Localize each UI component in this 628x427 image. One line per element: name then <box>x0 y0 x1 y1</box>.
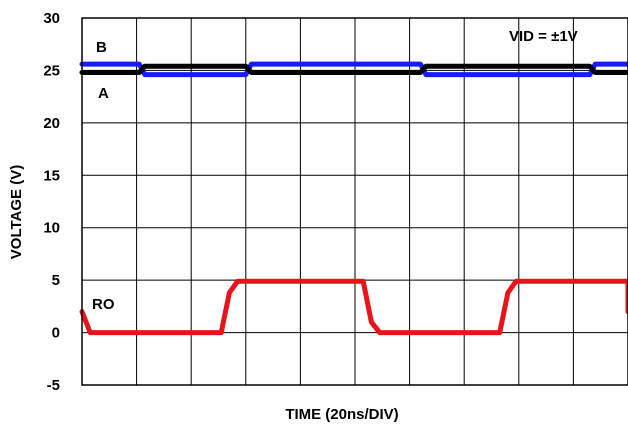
label-b: B <box>96 39 107 56</box>
series-lines <box>79 61 628 336</box>
y-axis-title: VOLTAGE (V) <box>8 165 25 259</box>
series-ro-line <box>79 278 628 336</box>
y-tick-label: 25 <box>43 62 60 79</box>
label-a: A <box>98 85 109 102</box>
series-a-line <box>79 63 628 75</box>
label-ro: RO <box>92 296 115 313</box>
y-tick-labels: 30 25 20 15 10 5 0 -5 <box>43 10 60 394</box>
plot-frame <box>81 17 628 386</box>
x-axis-title: TIME (20ns/DIV) <box>285 406 398 423</box>
y-tick-label: 0 <box>52 325 60 342</box>
y-tick-label: 30 <box>43 10 60 27</box>
y-tick-label: 20 <box>43 115 60 132</box>
y-tick-label: -5 <box>47 377 60 394</box>
y-tick-label: 15 <box>43 167 60 184</box>
y-tick-label: 10 <box>43 220 60 237</box>
condition-annotation: VID = ±1V <box>509 28 578 45</box>
y-tick-label: 5 <box>52 272 60 289</box>
